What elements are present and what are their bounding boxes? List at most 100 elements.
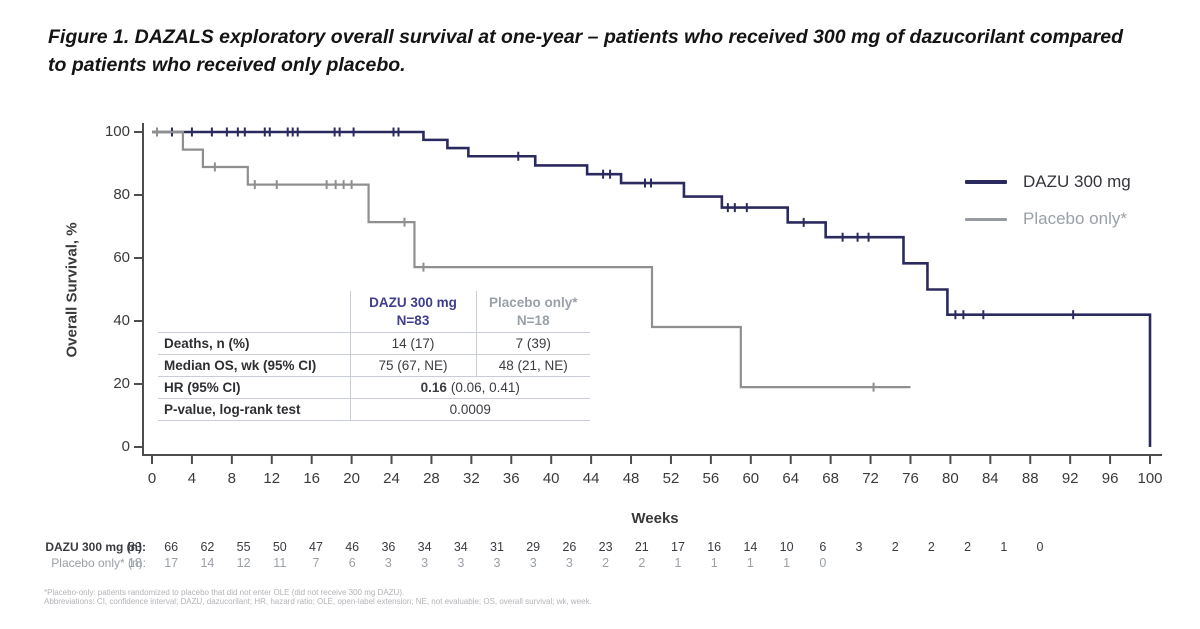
risk-count-dazu: 2 [891, 540, 899, 554]
x-tick-label: 16 [303, 470, 321, 487]
x-tick-label: 40 [542, 470, 560, 487]
stats-row-deaths-label: Deaths, n (%) [158, 332, 350, 355]
risk-count-dazu: 36 [381, 540, 396, 554]
placebo-survival-curve [152, 130, 911, 389]
x-tick-label: 52 [662, 470, 680, 487]
x-axis-title: Weeks [631, 510, 679, 527]
legend-item-dazu: DAZU 300 mg [965, 172, 1131, 192]
y-tick-label: 40 [113, 312, 130, 329]
risk-count-dazu: 14 [743, 540, 758, 554]
risk-count-placebo: 17 [164, 556, 179, 570]
figure-title: Figure 1. DAZALS exploratory overall sur… [48, 26, 1123, 76]
risk-count-placebo: 3 [493, 556, 501, 570]
stats-row-hr-label: HR (95% CI) [158, 376, 350, 399]
stats-pvalue-value: 0.0009 [349, 398, 590, 422]
chart-legend: DAZU 300 mg Placebo only* [965, 172, 1131, 246]
risk-count-placebo: 14 [200, 556, 215, 570]
risk-count-placebo: 3 [565, 556, 573, 570]
risk-row-label-placebo: Placebo only* (n): [51, 556, 146, 570]
risk-count-dazu: 0 [1036, 540, 1044, 554]
risk-count-placebo: 2 [602, 556, 610, 570]
risk-count-placebo: 3 [421, 556, 429, 570]
stats-deaths-dazu: 14 (17) [349, 332, 476, 355]
placebo-line-swatch [965, 217, 1007, 221]
risk-count-dazu: 26 [562, 540, 577, 554]
x-tick-label: 4 [187, 470, 197, 487]
stats-header-placebo-n: N=18 [516, 312, 550, 328]
x-tick-label: 64 [782, 470, 800, 487]
risk-count-placebo: 1 [746, 556, 754, 570]
risk-count-dazu: 47 [309, 540, 323, 554]
risk-count-placebo: 2 [638, 556, 646, 570]
x-tick-label: 12 [263, 470, 281, 487]
risk-count-placebo: 3 [457, 556, 465, 570]
risk-count-placebo: 18 [128, 556, 142, 570]
x-tick-label: 60 [742, 470, 760, 487]
x-tick-label: 84 [981, 470, 999, 487]
stats-header-dazu-n: N=83 [396, 312, 430, 328]
x-tick-label: 48 [622, 470, 640, 487]
risk-count-placebo: 6 [348, 556, 356, 570]
stats-hr-ci: (0.06, 0.41) [450, 380, 520, 396]
y-tick-label: 100 [104, 123, 130, 140]
legend-item-placebo: Placebo only* [965, 209, 1131, 229]
x-tick-label: 20 [343, 470, 360, 487]
x-tick-label: 100 [1137, 470, 1163, 487]
stats-row-deaths: Deaths, n (%) 14 (17) 7 (39) [158, 332, 590, 355]
stats-hr-point-estimate: 0.16 [420, 380, 447, 396]
x-tick-label: 0 [147, 470, 157, 487]
risk-count-dazu: 2 [927, 540, 935, 554]
risk-count-dazu: 6 [819, 540, 827, 554]
risk-count-dazu: 50 [272, 540, 287, 554]
risk-count-dazu: 21 [634, 540, 649, 554]
x-tick-label: 28 [423, 470, 440, 487]
x-tick-label: 44 [582, 470, 600, 487]
legend-label-placebo: Placebo only* [1023, 209, 1127, 228]
x-tick-label: 76 [902, 470, 919, 487]
risk-count-placebo: 3 [384, 556, 392, 570]
risk-count-placebo: 1 [710, 556, 718, 570]
km-plot-svg [134, 123, 1162, 464]
risk-row-label-dazu: DAZU 300 mg (n): [45, 540, 146, 554]
risk-count-dazu: 55 [236, 540, 251, 554]
risk-count-placebo: 0 [819, 556, 827, 570]
legend-label-dazu: DAZU 300 mg [1023, 172, 1131, 191]
stats-row-pvalue: P-value, log-rank test 0.0009 [158, 398, 590, 422]
stats-header-dazu: DAZU 300 mg N=83 [349, 291, 476, 333]
stats-header-placebo: Placebo only* N=18 [475, 291, 590, 333]
risk-count-placebo: 3 [529, 556, 537, 570]
risk-count-dazu: 83 [128, 540, 142, 554]
stats-median-dazu: 75 (67, NE) [349, 354, 476, 377]
risk-count-dazu: 31 [490, 540, 504, 554]
stats-header-placebo-name: Placebo only* [488, 295, 578, 310]
stats-hr-value: 0.16 (0.06, 0.41) [349, 376, 590, 399]
risk-count-dazu: 66 [164, 540, 179, 554]
risk-count-placebo: 7 [312, 556, 320, 570]
stats-table: DAZU 300 mg N=83 Placebo only* N=18 Deat… [158, 291, 590, 422]
risk-count-dazu: 23 [598, 540, 613, 554]
survival-chart: Overall Survival, % Weeks 0 20 40 60 80 100 0… [64, 123, 1163, 527]
x-tick-label: 72 [862, 470, 879, 487]
x-tick-label: 88 [1021, 470, 1039, 487]
risk-count-dazu: 2 [964, 540, 972, 554]
stats-deaths-placebo: 7 (39) [475, 332, 590, 355]
risk-count-placebo: 1 [674, 556, 682, 570]
risk-count-dazu: 17 [671, 540, 685, 554]
risk-count-dazu: 10 [779, 540, 794, 554]
x-tick-label: 56 [702, 470, 720, 487]
risk-count-dazu: 46 [345, 540, 360, 554]
risk-count-placebo: 11 [273, 556, 287, 570]
y-tick-label: 80 [113, 186, 130, 203]
x-tick-label: 68 [822, 470, 839, 487]
stats-header-dazu-name: DAZU 300 mg [369, 295, 457, 310]
x-tick-label: 36 [502, 470, 520, 487]
dazu-survival-curve [152, 130, 1152, 447]
x-tick-label: 24 [383, 470, 400, 487]
stats-median-placebo: 48 (21, NE) [475, 354, 590, 377]
footnote-abbreviations: Abbreviations: CI, confidence interval; … [44, 597, 592, 606]
x-tick-label: 92 [1061, 470, 1079, 487]
x-tick-label: 8 [227, 470, 236, 487]
risk-count-dazu: 3 [855, 540, 863, 554]
stats-header-empty [158, 291, 350, 333]
